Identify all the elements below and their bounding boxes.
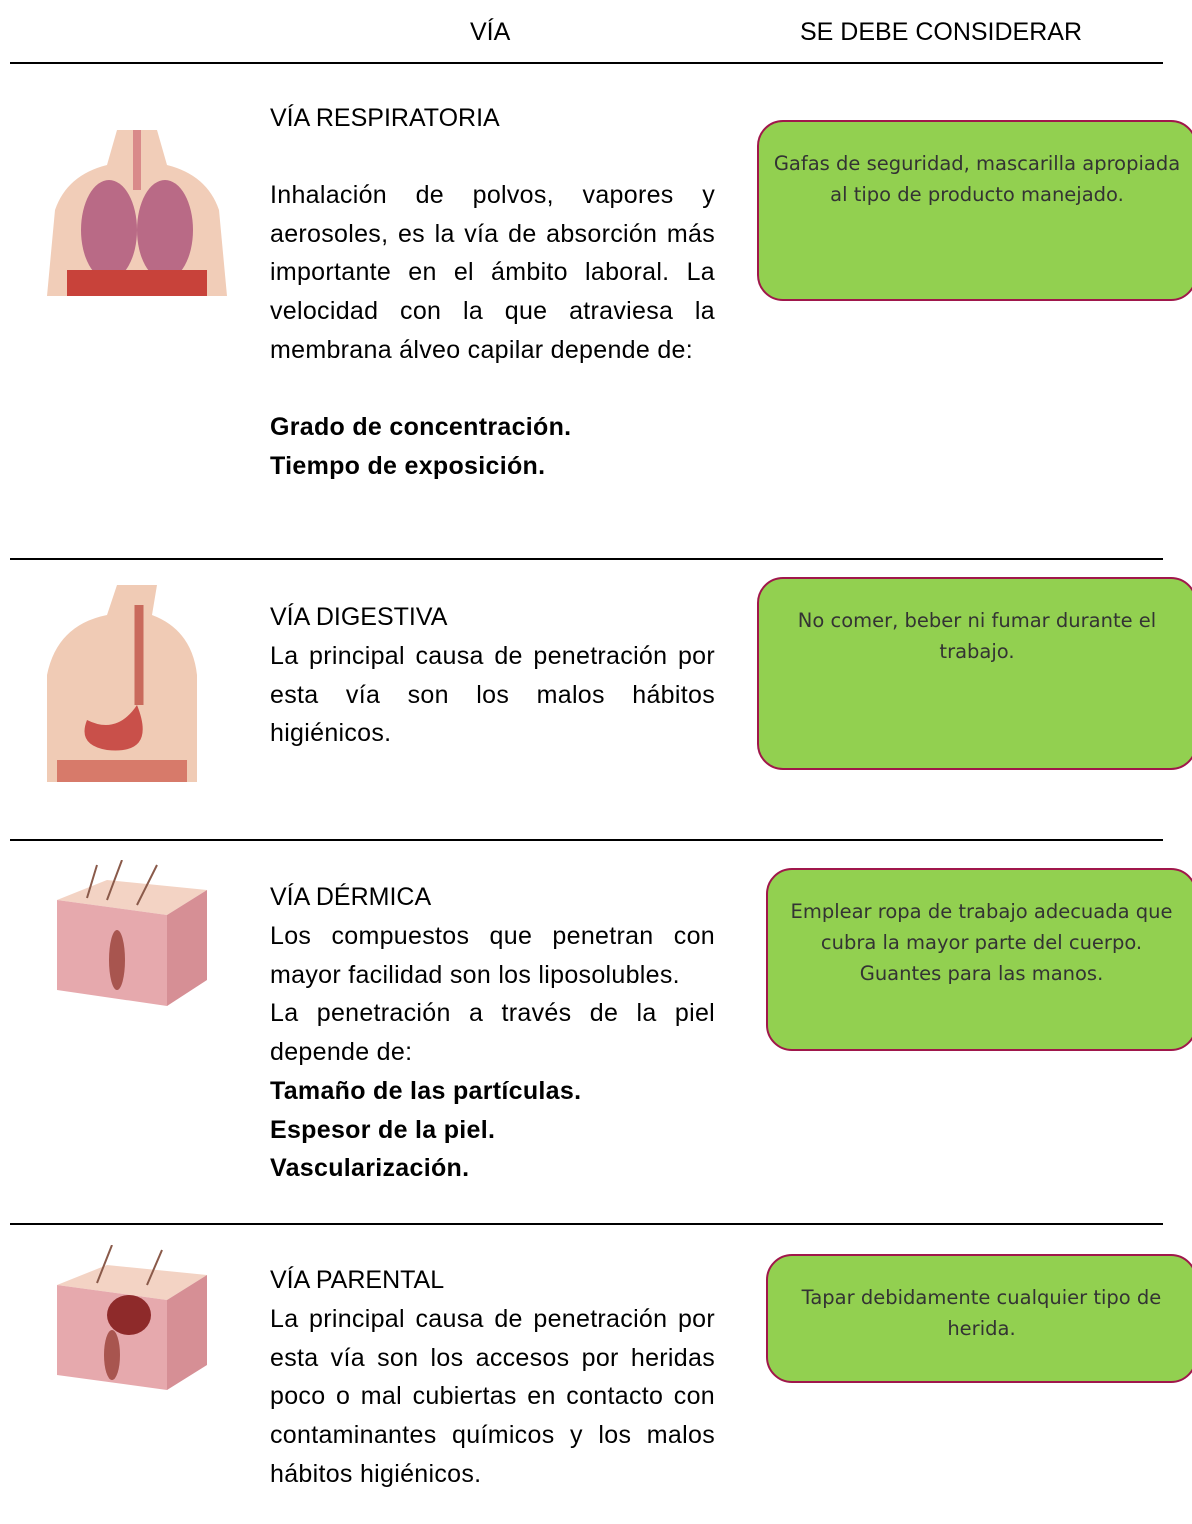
key-factor: Tamaño de las partículas. [270, 1076, 582, 1105]
key-factor: Grado de concentración. [270, 413, 572, 442]
advice-box: Gafas de seguridad, mascarilla apropiada… [757, 120, 1192, 301]
key-factor: Espesor de la piel. [270, 1115, 496, 1144]
column-header: SE DEBE CONSIDERAR [800, 18, 1083, 46]
divider [10, 62, 1163, 64]
advice-text: No comer, beber ni fumar durante el trab… [797, 609, 1157, 663]
advice-text: Emplear ropa de trabajo adecuada que cub… [790, 900, 1173, 954]
row-title: VÍA PARENTAL [270, 1266, 445, 1294]
advice-box: No comer, beber ni fumar durante el trab… [757, 577, 1192, 770]
digestive-illustration [47, 585, 197, 782]
body-paragraph: La penetración a través de la piel depen… [270, 999, 715, 1067]
row-title: VÍA RESPIRATORIA [270, 104, 500, 132]
row-title: VÍA DÉRMICA [270, 883, 432, 911]
row-body: Los compuestos que penetran con mayor fa… [270, 917, 715, 1188]
row-body: Inhalación de polvos, vapores y aerosole… [270, 176, 715, 486]
divider [10, 1223, 1163, 1225]
respiratory-illustration [47, 130, 227, 296]
key-factor: Tiempo de exposición. [270, 451, 546, 480]
advice-text: Gafas de seguridad, mascarilla apropiada… [773, 152, 1181, 206]
divider [10, 558, 1163, 560]
advice-box: Emplear ropa de trabajo adecuada que cub… [766, 868, 1192, 1051]
skin-wound-illustration [57, 1245, 207, 1390]
row-body: La principal causa de penetración por es… [270, 1300, 715, 1494]
body-paragraph: La principal causa de penetración por es… [270, 642, 715, 748]
row-title: VÍA DIGESTIVA [270, 603, 448, 631]
advice-box: Tapar debidamente cualquier tipo de heri… [766, 1254, 1192, 1383]
skin-illustration [57, 860, 207, 1006]
body-paragraph: Los compuestos que penetran con mayor fa… [270, 922, 715, 989]
body-paragraph: Inhalación de polvos, vapores y aerosole… [270, 181, 715, 364]
key-factor: Vascularización. [270, 1154, 470, 1183]
divider [10, 839, 1163, 841]
column-header: VÍA [470, 18, 511, 46]
body-paragraph: La principal causa de penetración por es… [270, 1305, 715, 1488]
row-body: La principal causa de penetración por es… [270, 637, 715, 753]
advice-text: Guantes para las manos. [859, 962, 1104, 985]
advice-text: Tapar debidamente cualquier tipo de heri… [801, 1286, 1162, 1340]
